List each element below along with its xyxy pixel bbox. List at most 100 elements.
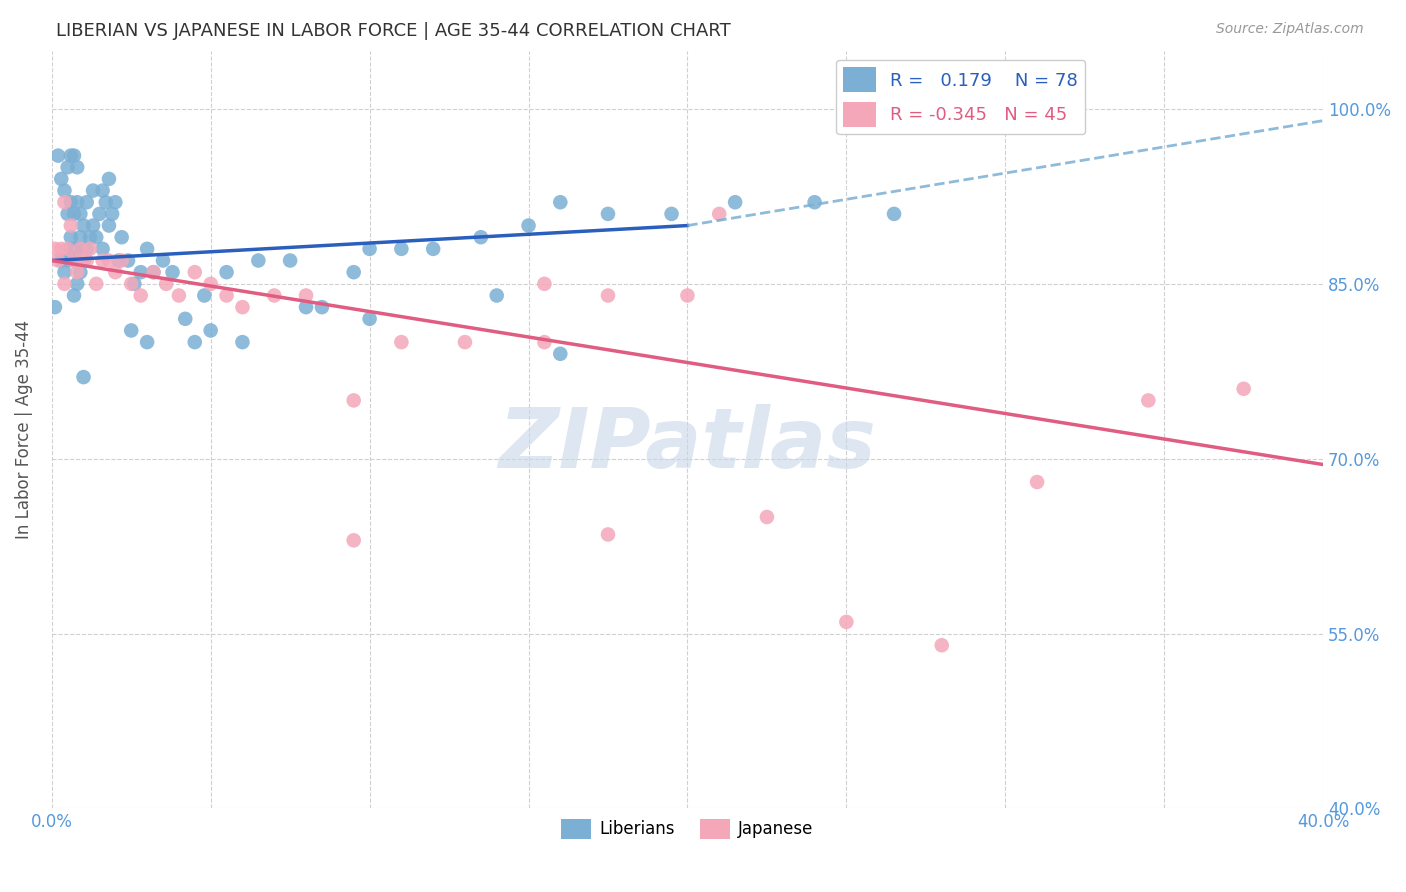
Point <box>120 277 142 291</box>
Point <box>89 207 111 221</box>
Point <box>533 335 555 350</box>
Point <box>278 253 301 268</box>
Point <box>1233 382 1256 396</box>
Point <box>162 265 184 279</box>
Point <box>295 300 318 314</box>
Point <box>51 242 73 256</box>
Point <box>59 230 82 244</box>
Point <box>91 184 114 198</box>
Point <box>79 242 101 256</box>
Point <box>59 195 82 210</box>
Point <box>63 253 86 268</box>
Point <box>56 242 79 256</box>
Point <box>596 207 619 221</box>
Point <box>835 615 858 629</box>
Legend: Liberians, Japanese: Liberians, Japanese <box>554 812 820 846</box>
Point <box>104 195 127 210</box>
Point <box>1137 393 1160 408</box>
Point <box>44 300 66 314</box>
Point <box>51 253 73 268</box>
Point <box>111 230 134 244</box>
Text: Source: ZipAtlas.com: Source: ZipAtlas.com <box>1216 22 1364 37</box>
Point <box>97 219 120 233</box>
Point <box>56 161 79 175</box>
Point <box>724 195 747 210</box>
Point <box>803 195 825 210</box>
Point <box>517 219 540 233</box>
Point <box>84 277 107 291</box>
Point <box>676 288 699 302</box>
Point <box>343 393 366 408</box>
Point <box>136 242 159 256</box>
Point <box>72 253 94 268</box>
Point <box>63 288 86 302</box>
Point <box>76 242 98 256</box>
Point <box>117 253 139 268</box>
Point <box>63 242 86 256</box>
Point <box>84 230 107 244</box>
Point <box>101 207 124 221</box>
Point <box>53 195 76 210</box>
Point <box>596 527 619 541</box>
Point <box>53 184 76 198</box>
Point <box>167 288 190 302</box>
Point <box>422 242 444 256</box>
Point <box>46 148 69 162</box>
Point <box>215 288 238 302</box>
Point <box>155 277 177 291</box>
Point <box>72 253 94 268</box>
Point <box>82 219 104 233</box>
Point <box>97 172 120 186</box>
Point <box>59 242 82 256</box>
Point <box>51 172 73 186</box>
Point <box>107 253 129 268</box>
Point <box>533 277 555 291</box>
Y-axis label: In Labor Force | Age 35-44: In Labor Force | Age 35-44 <box>15 320 32 539</box>
Point <box>69 230 91 244</box>
Point <box>215 265 238 279</box>
Point <box>76 195 98 210</box>
Point <box>94 195 117 210</box>
Point <box>136 335 159 350</box>
Point <box>69 207 91 221</box>
Point <box>231 300 253 314</box>
Point <box>44 242 66 256</box>
Point <box>56 253 79 268</box>
Point <box>263 288 285 302</box>
Point <box>91 253 114 268</box>
Point <box>91 242 114 256</box>
Point <box>389 335 412 350</box>
Point <box>295 288 318 302</box>
Point <box>104 265 127 279</box>
Point <box>193 288 215 302</box>
Point <box>247 253 270 268</box>
Point <box>184 265 207 279</box>
Point <box>72 370 94 384</box>
Point <box>56 207 79 221</box>
Point <box>79 230 101 244</box>
Point <box>152 253 174 268</box>
Point <box>311 300 333 314</box>
Point <box>82 184 104 198</box>
Point <box>709 207 731 221</box>
Point <box>66 195 89 210</box>
Point <box>389 242 412 256</box>
Point <box>454 335 477 350</box>
Point <box>596 288 619 302</box>
Point <box>66 242 89 256</box>
Point <box>129 265 152 279</box>
Point <box>550 195 572 210</box>
Point <box>142 265 165 279</box>
Point <box>343 533 366 548</box>
Point <box>63 207 86 221</box>
Point <box>200 323 222 337</box>
Point <box>1026 475 1049 489</box>
Point <box>69 242 91 256</box>
Point <box>111 253 134 268</box>
Point <box>129 288 152 302</box>
Point <box>66 277 89 291</box>
Point <box>66 265 89 279</box>
Point <box>72 219 94 233</box>
Point <box>59 219 82 233</box>
Point <box>63 253 86 268</box>
